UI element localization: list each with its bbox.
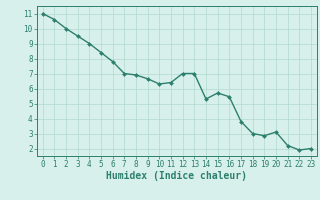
X-axis label: Humidex (Indice chaleur): Humidex (Indice chaleur) xyxy=(106,171,247,181)
